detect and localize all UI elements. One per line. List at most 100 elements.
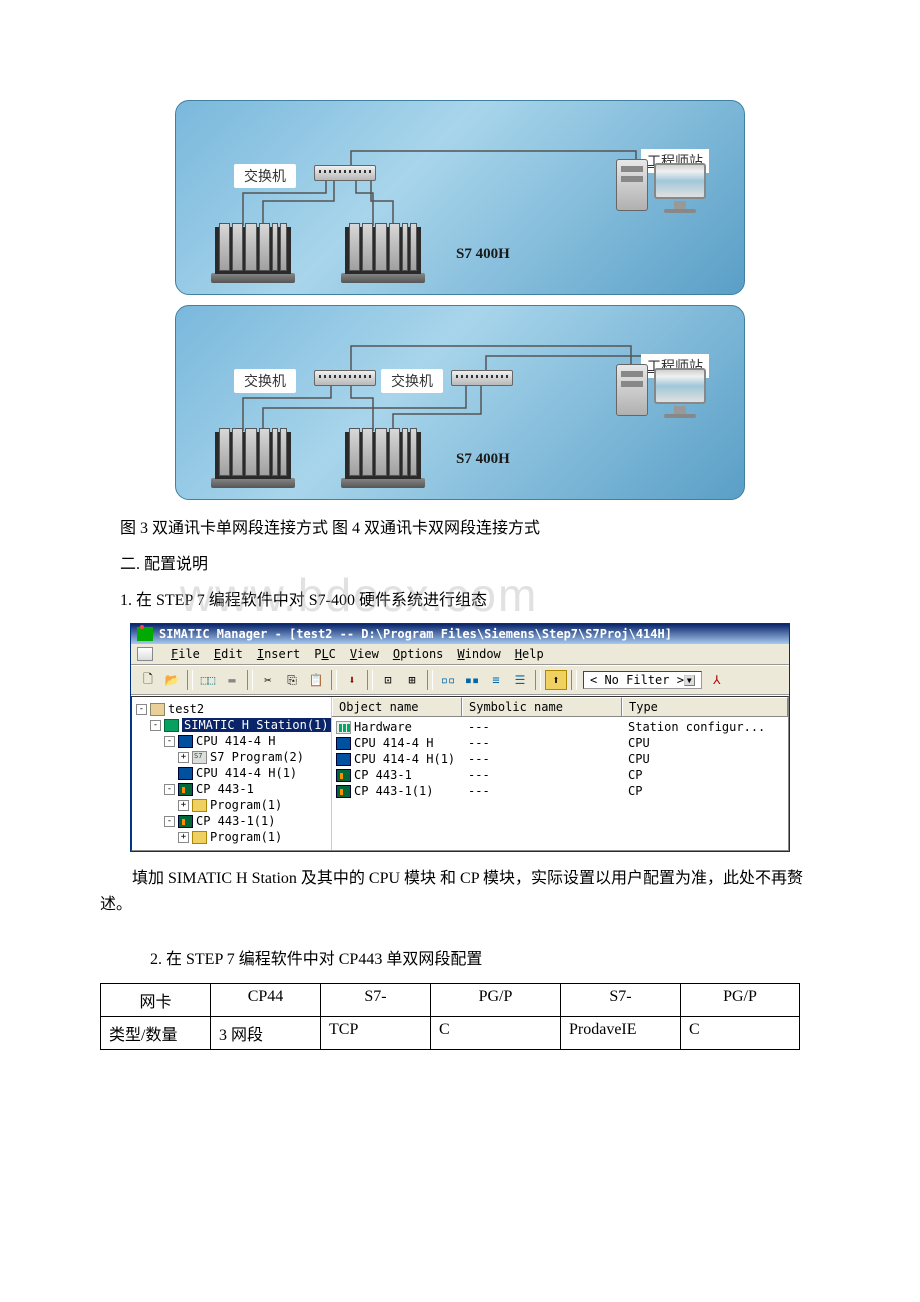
details-button[interactable]: ☰ [509, 670, 531, 690]
cell: CP44 [211, 983, 321, 1016]
document-icon [137, 647, 153, 661]
copy-button[interactable]: ⎘ [281, 670, 303, 690]
plc-rack-icon [211, 221, 295, 283]
switch-icon-2 [451, 370, 513, 386]
monitor-icon [654, 163, 706, 213]
cut-button[interactable]: ✂ [257, 670, 279, 690]
list-item[interactable]: CPU 414-4 H---CPU [332, 735, 788, 751]
menu-plc[interactable]: PLC [314, 647, 336, 661]
filter-text: < No Filter > [590, 673, 684, 687]
hardware-icon [336, 721, 351, 734]
collapse-icon[interactable]: - [164, 736, 175, 747]
small-icons-button[interactable]: ▪▪ [461, 670, 483, 690]
collapse-icon[interactable]: - [164, 784, 175, 795]
s7-label: S7 400H [456, 451, 510, 468]
menu-view[interactable]: View [350, 647, 379, 661]
tree-cpu1[interactable]: CPU 414-4 H [196, 734, 275, 748]
switch-icon [314, 165, 376, 181]
filter-button[interactable]: ⅄ [706, 670, 728, 690]
filter-dropdown[interactable]: < No Filter > ▼ [583, 671, 702, 689]
new-button[interactable]: 🗋 [137, 670, 159, 690]
list-item[interactable]: Hardware---Station configur... [332, 719, 788, 735]
menu-options[interactable]: Options [393, 647, 444, 661]
list-button[interactable]: ≡ [485, 670, 507, 690]
expand-icon[interactable]: + [178, 752, 189, 763]
col-type[interactable]: Type [622, 697, 788, 716]
tree-cp2[interactable]: CP 443-1(1) [196, 814, 275, 828]
tree-station[interactable]: SIMATIC H Station(1) [182, 718, 331, 732]
list-item[interactable]: CP 443-1---CP [332, 767, 788, 783]
collapse-icon[interactable]: - [164, 816, 175, 827]
diagram-single-subnet: 交换机 工程师站 S7 400H [175, 100, 745, 295]
tree-cp1[interactable]: CP 443-1 [196, 782, 254, 796]
tree-prog1[interactable]: Program(1) [210, 798, 282, 812]
cell: TCP [321, 1016, 431, 1049]
diagram-dual-subnet: 交换机 交换机 工程师站 S7 400H [175, 305, 745, 500]
offline-button[interactable]: ⊞ [401, 670, 423, 690]
step-2-text: 2. 在 STEP 7 编程软件中对 CP443 单双网段配置 [150, 947, 840, 973]
cpu-icon [336, 753, 351, 766]
tree-prog2[interactable]: Program(1) [210, 830, 282, 844]
project-icon [150, 703, 165, 716]
table-row: 类型/数量 3 网段 TCP C ProdaveIE C [101, 1016, 800, 1049]
step-1-text: 1. 在 STEP 7 编程软件中对 S7-400 硬件系统进行组态 [120, 588, 840, 614]
accessible-button[interactable]: ⬚⬚ [197, 670, 219, 690]
expand-icon[interactable]: + [178, 832, 189, 843]
cp-icon [178, 783, 193, 796]
list-header: Object name Symbolic name Type [332, 697, 788, 717]
menu-help[interactable]: Help [515, 647, 544, 661]
caption-diagrams: 图 3 双通讯卡单网段连接方式 图 4 双通讯卡双网段连接方式 [120, 514, 840, 538]
plc-rack-icon [341, 221, 425, 283]
list-item[interactable]: CP 443-1(1)---CP [332, 783, 788, 799]
cell: 3 网段 [211, 1016, 321, 1049]
switch-label: 交换机 [234, 164, 296, 188]
collapse-icon[interactable]: - [150, 720, 161, 731]
list-pane: Object name Symbolic name Type Hardware-… [332, 697, 788, 850]
cell: 类型/数量 [101, 1016, 211, 1049]
switch-label-2: 交换机 [381, 369, 443, 393]
s7-program-icon [192, 751, 207, 764]
cell: C [681, 1016, 800, 1049]
list-item[interactable]: CPU 414-4 H(1)---CPU [332, 751, 788, 767]
window-title: SIMATIC Manager - [test2 -- D:\Program F… [159, 627, 672, 641]
up-button[interactable]: ⬆ [545, 670, 567, 690]
cpu-icon [178, 767, 193, 780]
cell: PG/P [431, 983, 561, 1016]
tree-cpu2[interactable]: CPU 414-4 H(1) [196, 766, 297, 780]
open-button[interactable]: 📂 [161, 670, 183, 690]
online-button[interactable]: ⊡ [377, 670, 399, 690]
monitor-icon [654, 368, 706, 418]
cell: 网卡 [101, 983, 211, 1016]
collapse-icon[interactable]: - [136, 704, 147, 715]
cp-icon [336, 769, 351, 782]
cell: S7- [321, 983, 431, 1016]
menu-insert[interactable]: Insert [257, 647, 300, 661]
section-2-heading: 二. 配置说明 [120, 552, 840, 578]
menu-window[interactable]: Window [457, 647, 500, 661]
cpu-icon [336, 737, 351, 750]
folder-icon [192, 831, 207, 844]
pc-tower-icon [616, 364, 648, 416]
large-icons-button[interactable]: ▫▫ [437, 670, 459, 690]
col-symbolic-name[interactable]: Symbolic name [462, 697, 622, 716]
plc-rack-icon [341, 426, 425, 488]
workspace: -test2 -SIMATIC H Station(1) -CPU 414-4 … [131, 696, 789, 851]
expand-icon[interactable]: + [178, 800, 189, 811]
cp-icon [178, 815, 193, 828]
simatic-manager-window: SIMATIC Manager - [test2 -- D:\Program F… [130, 623, 790, 852]
tree-s7prog[interactable]: S7 Program(2) [210, 750, 304, 764]
station-icon [164, 719, 179, 732]
switch-icon [314, 370, 376, 386]
menu-edit[interactable]: Edit [214, 647, 243, 661]
download-button[interactable]: ⬇ [341, 670, 363, 690]
switch-label: 交换机 [234, 369, 296, 393]
cp-icon [336, 785, 351, 798]
menubar: File Edit Insert PLC View Options Window… [131, 644, 789, 664]
tree-project[interactable]: test2 [168, 702, 204, 716]
memory-button[interactable]: ▬ [221, 670, 243, 690]
menu-file[interactable]: File [171, 647, 200, 661]
col-object-name[interactable]: Object name [332, 697, 462, 716]
paste-button[interactable]: 📋 [305, 670, 327, 690]
fill-description: 填加 SIMATIC H Station 及其中的 CPU 模块 和 CP 模块… [100, 866, 820, 917]
tree-pane: -test2 -SIMATIC H Station(1) -CPU 414-4 … [132, 697, 332, 850]
